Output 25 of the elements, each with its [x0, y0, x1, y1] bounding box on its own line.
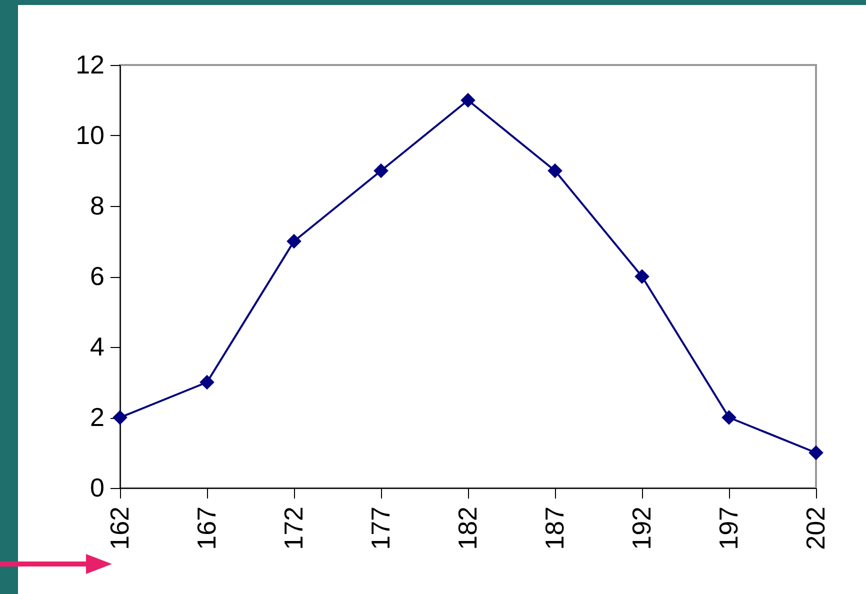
- x-tick-label: 187: [540, 506, 570, 550]
- x-tick-label: 167: [192, 506, 222, 550]
- x-tick-label: 202: [800, 506, 830, 550]
- point: [808, 445, 824, 460]
- y-tick-label: 10: [76, 120, 104, 150]
- y-tick-label: 8: [90, 190, 104, 220]
- x-tick-label: 162: [104, 506, 134, 550]
- point: [286, 234, 302, 249]
- x-tick-label: 172: [278, 506, 308, 550]
- point: [548, 163, 562, 178]
- point: [722, 410, 736, 425]
- y-tick-label: 0: [90, 472, 104, 502]
- y-tick-label: 2: [90, 402, 104, 432]
- y-tick-label: 12: [76, 50, 104, 80]
- point: [374, 163, 388, 178]
- point: [200, 374, 214, 390]
- x-tick-label: 182: [452, 506, 482, 550]
- point: [634, 269, 650, 284]
- point: [460, 92, 476, 108]
- x-tick-label: 197: [714, 506, 744, 550]
- x-tick-label: 177: [366, 506, 396, 550]
- x-tick-label: 192: [626, 506, 656, 550]
- y-tick-label: 4: [90, 332, 104, 362]
- y-tick-label: 6: [90, 261, 104, 291]
- point: [112, 410, 128, 425]
